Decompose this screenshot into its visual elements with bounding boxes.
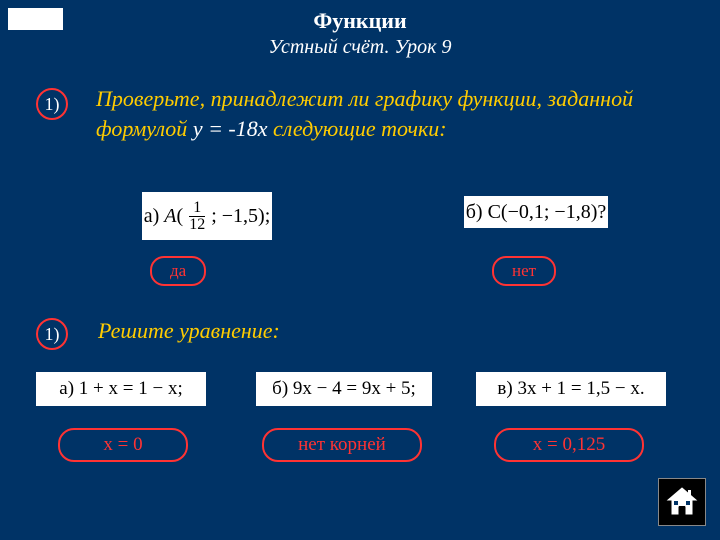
point-a-second: ; −1,5: [211, 205, 258, 228]
answer-eq-b[interactable]: нет корней: [262, 428, 422, 462]
equation-c-text: в) 3x + 1 = 1,5 − x.: [497, 378, 644, 400]
home-button[interactable]: [658, 478, 706, 526]
point-a-box: а) A(112; −1,5);: [142, 192, 272, 240]
open-paren: (: [177, 205, 184, 228]
answer-a-pill[interactable]: да: [150, 256, 206, 286]
equation-a-text: а) 1 + x = 1 − x;: [59, 378, 182, 400]
answer-eq-c[interactable]: x = 0,125: [494, 428, 644, 462]
problem-1-prompt: Проверьте, принадлежит ли графику функци…: [96, 84, 656, 143]
top-left-box: [8, 8, 63, 30]
frac-den: 12: [185, 217, 209, 233]
answer-eq-a[interactable]: x = 0: [58, 428, 188, 462]
problem-2-prompt: Решите уравнение:: [98, 318, 280, 344]
point-b-box: б) C(−0,1; −1,8)?: [464, 196, 608, 228]
problem-2-number: 1): [36, 318, 68, 350]
problem-1-formula: y = -18x: [193, 116, 268, 141]
problem-1-text-part2: следующие точки:: [268, 116, 447, 141]
point-a-label: а): [144, 205, 160, 228]
point-a-close: );: [258, 205, 270, 228]
equation-b-box: б) 9x − 4 = 9x + 5;: [256, 372, 432, 406]
frac-num: 1: [189, 200, 205, 217]
point-a-fraction: 112: [185, 200, 209, 233]
title-main: Функции: [0, 8, 720, 34]
equation-c-box: в) 3x + 1 = 1,5 − x.: [476, 372, 666, 406]
home-icon: [664, 484, 700, 520]
answer-b-pill[interactable]: нет: [492, 256, 556, 286]
title-subtitle: Устный счёт. Урок 9: [0, 36, 720, 59]
point-b-text: б) C(−0,1; −1,8)?: [466, 201, 607, 224]
equation-b-text: б) 9x − 4 = 9x + 5;: [272, 378, 416, 400]
point-a-fn: A: [164, 205, 176, 228]
title-block: Функции Устный счёт. Урок 9: [0, 0, 720, 59]
problem-1-number: 1): [36, 88, 68, 120]
equation-a-box: а) 1 + x = 1 − x;: [36, 372, 206, 406]
